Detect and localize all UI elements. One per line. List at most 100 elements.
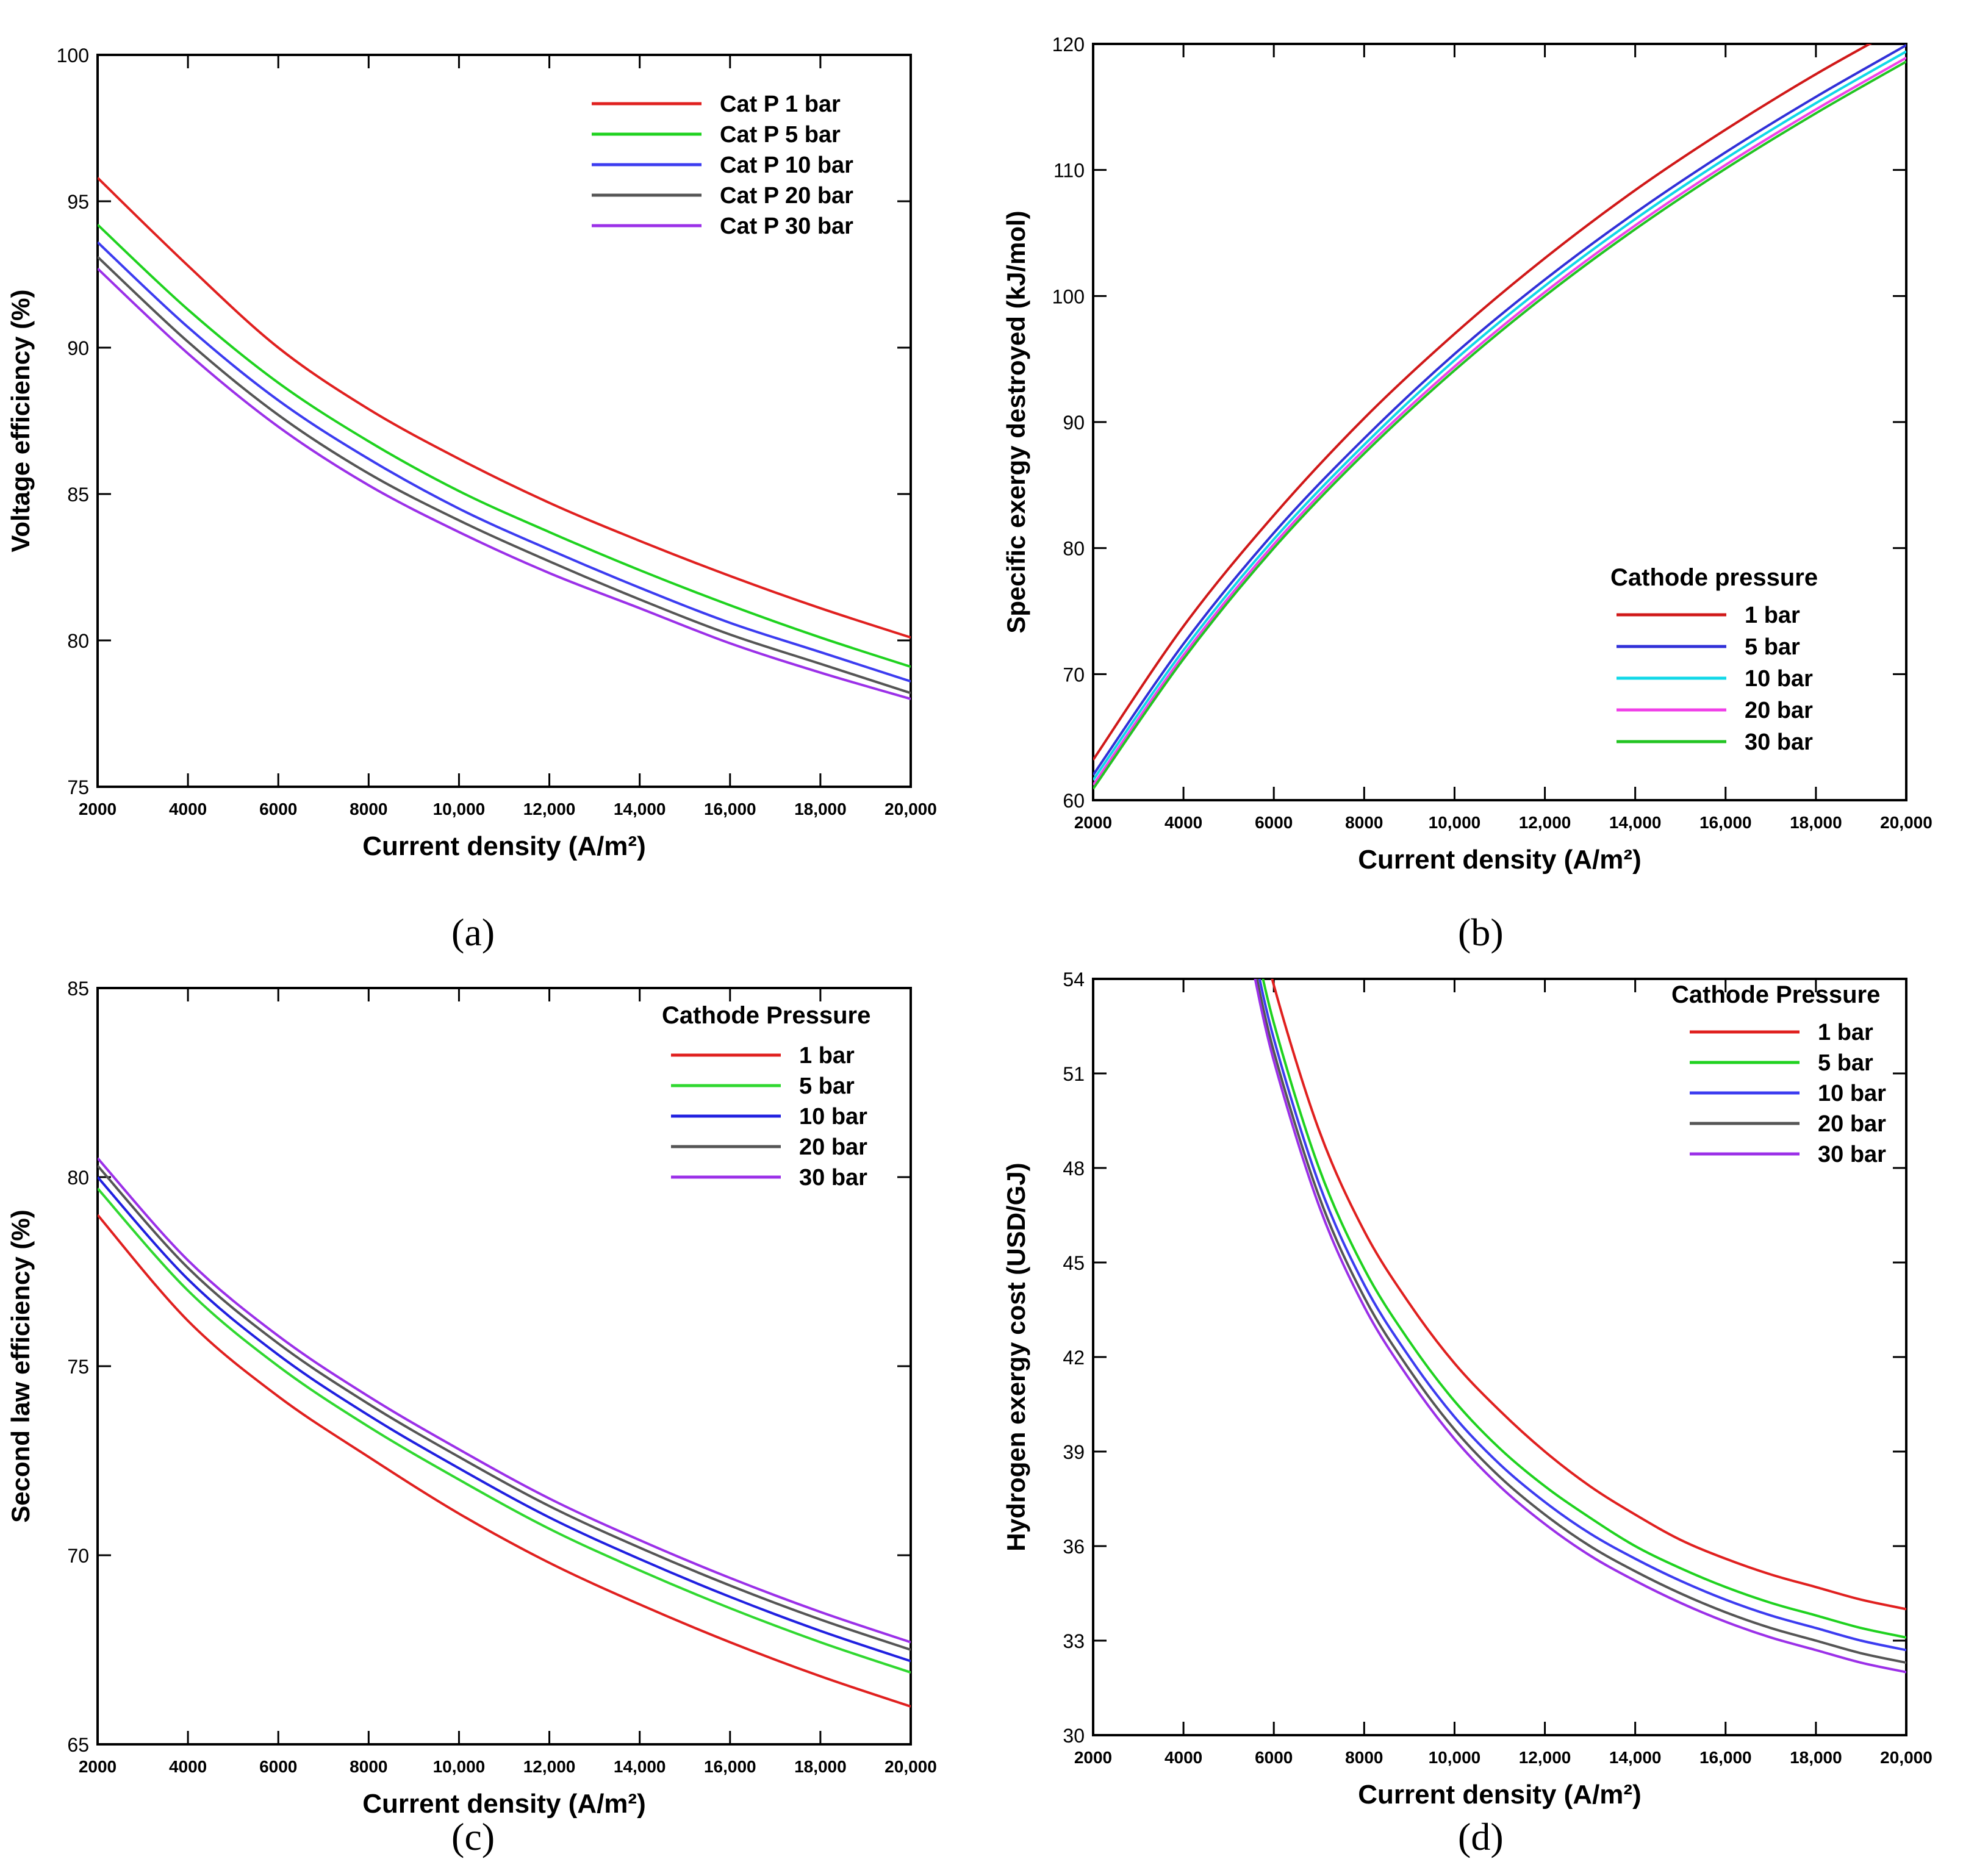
- chart-specific-exergy-destroyed: 2000 4000 6000 8000 10,000 12,000 14,000 16,000…: [1002, 34, 1932, 875]
- series-line: [1261, 979, 1906, 1639]
- legend-label: 30 bar: [799, 1165, 867, 1191]
- x-tick-label: 12,000: [523, 1757, 576, 1776]
- y-tick-label: 85: [67, 978, 89, 1000]
- x-tick-label: 10,000: [1429, 1748, 1481, 1767]
- series-line: [98, 1214, 911, 1708]
- series-line: [98, 241, 911, 683]
- x-tick-label: 4000: [169, 800, 207, 818]
- x-tick-label: 10,000: [433, 800, 486, 818]
- x-tick-label: 10,000: [1429, 813, 1481, 832]
- x-tick-label: 2000: [1074, 1748, 1112, 1767]
- y-tick-label: 85: [67, 484, 89, 506]
- series-line: [1258, 979, 1906, 1652]
- y-tick-label: 39: [1063, 1441, 1085, 1463]
- y-tick-label: 90: [67, 337, 89, 359]
- x-tick-label: 10,000: [433, 1757, 486, 1776]
- y-tick-label: 80: [1063, 538, 1085, 560]
- x-tick-label: 16,000: [1699, 813, 1752, 832]
- series-line: [98, 177, 911, 639]
- x-tick-label: 16,000: [1699, 1748, 1752, 1767]
- x-axis-label: Current density (A/m²): [362, 831, 645, 861]
- legend-label: 1 bar: [1818, 1020, 1873, 1045]
- caption-d-text: (d): [1458, 1815, 1504, 1858]
- series-line: [1093, 50, 1906, 781]
- legend-label: 20 bar: [1745, 698, 1813, 723]
- chart-second-law-efficiency: 2000 4000 6000 8000 10,000 12,000 14,000 16,000…: [6, 978, 937, 1819]
- series-line: [98, 1187, 911, 1674]
- series-line: [98, 267, 911, 700]
- y-axis-label: Hydrogen exergy cost (USD/GJ): [1002, 1162, 1030, 1551]
- caption-c-text: (c): [451, 1815, 495, 1858]
- y-tick-label: 90: [1063, 412, 1085, 434]
- legend-label: Cat P 1 bar: [720, 91, 841, 117]
- x-tick-label: 6000: [1255, 1748, 1293, 1767]
- legend-label: Cat P 30 bar: [720, 213, 853, 239]
- legend-label: Cat P 5 bar: [720, 122, 841, 148]
- x-tick-label: 14,000: [1609, 813, 1662, 832]
- legend-label: 5 bar: [799, 1073, 855, 1099]
- y-tick-label: 42: [1063, 1347, 1085, 1369]
- series-line: [98, 1165, 911, 1651]
- legend-label: 5 bar: [1745, 634, 1800, 660]
- x-tick-label: 2000: [1074, 813, 1112, 832]
- x-tick-label: 2000: [79, 1757, 117, 1776]
- caption-b-text: (b): [1458, 911, 1504, 954]
- x-axis-label: Current density (A/m²): [1358, 845, 1641, 875]
- legend-label: 10 bar: [799, 1104, 867, 1130]
- legend-label: 1 bar: [799, 1043, 855, 1069]
- caption-a: (a): [451, 910, 495, 955]
- y-tick-label: 95: [67, 191, 89, 213]
- series-line: [98, 1176, 911, 1663]
- legend-title: Cathode Pressure: [662, 1002, 870, 1029]
- chart-voltage-efficiency: 2000 4000 6000 8000 10,000 12,000 14,000 16,000…: [6, 45, 937, 861]
- x-tick-label: 8000: [1345, 813, 1383, 832]
- x-tick-label: 16,000: [704, 1757, 756, 1776]
- series-line: [1093, 44, 1873, 761]
- y-tick-label: 80: [67, 630, 89, 652]
- y-tick-label: 45: [1063, 1252, 1085, 1274]
- legend-title: Cathode pressure: [1610, 564, 1818, 591]
- x-tick-label: 8000: [350, 1757, 387, 1776]
- legend-label: 1 bar: [1745, 603, 1800, 628]
- series-line: [1254, 979, 1906, 1674]
- x-tick-label: 8000: [350, 800, 387, 818]
- x-tick-label: 6000: [1255, 813, 1293, 832]
- legend-label: 20 bar: [799, 1134, 867, 1160]
- legend-title: Cathode Pressure: [1671, 981, 1880, 1008]
- y-tick-label: 33: [1063, 1630, 1085, 1652]
- x-tick-label: 20,000: [885, 800, 937, 818]
- series-line: [98, 223, 911, 668]
- series-line: [1255, 979, 1906, 1664]
- series-line: [98, 256, 911, 695]
- x-tick-label: 18,000: [794, 800, 847, 818]
- x-tick-label: 18,000: [1790, 1748, 1842, 1767]
- y-tick-label: 120: [1052, 34, 1085, 56]
- series-line: [1093, 44, 1906, 776]
- x-tick-label: 18,000: [794, 1757, 847, 1776]
- x-tick-label: 20,000: [1880, 1748, 1932, 1767]
- legend-label: 5 bar: [1818, 1050, 1873, 1076]
- legend-label: 20 bar: [1818, 1111, 1886, 1137]
- caption-c: (c): [451, 1814, 495, 1860]
- y-tick-label: 100: [57, 45, 89, 66]
- y-tick-label: 70: [67, 1545, 89, 1567]
- y-tick-label: 54: [1063, 969, 1085, 990]
- caption-d: (d): [1458, 1814, 1504, 1860]
- caption-b: (b): [1458, 910, 1504, 955]
- legend-label: Cat P 10 bar: [720, 152, 853, 178]
- series-line: [1093, 56, 1906, 786]
- y-tick-label: 60: [1063, 790, 1085, 812]
- x-tick-label: 6000: [259, 1757, 297, 1776]
- y-tick-label: 100: [1052, 285, 1085, 307]
- x-tick-label: 12,000: [1519, 813, 1571, 832]
- y-tick-label: 48: [1063, 1158, 1085, 1180]
- x-tick-label: 4000: [1164, 813, 1202, 832]
- series-line: [98, 1157, 911, 1644]
- x-axis-label: Current density (A/m²): [362, 1789, 645, 1819]
- x-tick-label: 4000: [1164, 1748, 1202, 1767]
- x-axis-label: Current density (A/m²): [1358, 1780, 1641, 1810]
- chart-hydrogen-exergy-cost: 2000 4000 6000 8000 10,000 12,000 14,000 16,000…: [1002, 969, 1932, 1810]
- series-line: [1093, 60, 1906, 790]
- x-tick-label: 4000: [169, 1757, 207, 1776]
- legend-label: 10 bar: [1818, 1081, 1886, 1106]
